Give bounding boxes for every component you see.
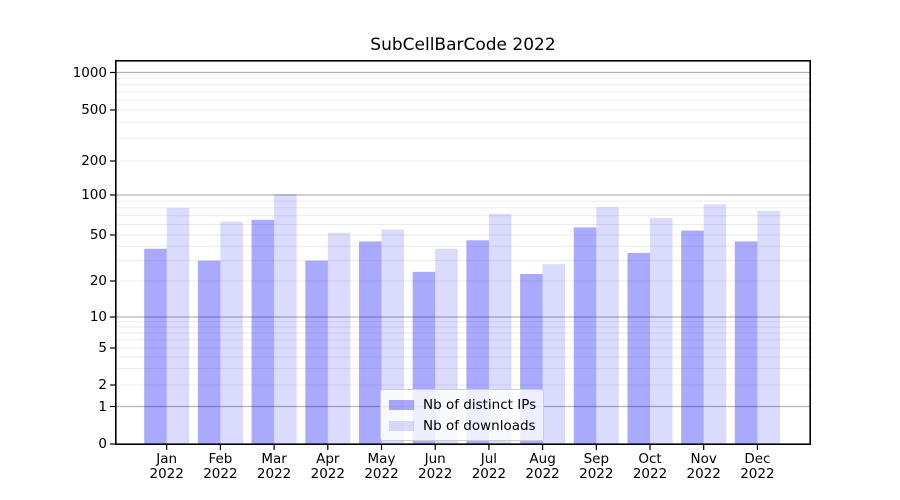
y-tick-label: 10 [89, 309, 107, 325]
bar-downloads [542, 264, 566, 444]
legend-swatch-distinct-ips [389, 399, 414, 410]
chart-title: SubCellBarCode 2022 [370, 35, 556, 55]
legend-item-downloads: Nb of downloads [389, 416, 536, 435]
x-tick-label: May 2022 [364, 451, 399, 482]
x-tick-label: Oct 2022 [632, 451, 668, 482]
bar-downloads [274, 194, 297, 444]
bar-downloads [220, 221, 243, 444]
x-tick-label: Sep 2022 [579, 451, 614, 482]
bar-distinct-ips [681, 230, 704, 444]
legend-item-distinct-ips: Nb of distinct IPs [389, 395, 537, 414]
bar-distinct-ips [251, 219, 275, 444]
legend-swatch-downloads [389, 420, 414, 431]
bar-distinct-ips [627, 252, 650, 444]
legend-label-downloads: Nb of downloads [423, 417, 536, 434]
x-tick-label: Dec 2022 [740, 451, 775, 482]
legend: Nb of distinct IPs Nb of downloads [380, 389, 544, 441]
y-tick-label: 1 [98, 398, 107, 415]
bar-distinct-ips [573, 227, 597, 444]
x-tick-label: Nov 2022 [686, 451, 721, 482]
y-tick-label: 1000 [72, 64, 107, 81]
x-tick-label: Jul 2022 [471, 451, 507, 482]
bar-distinct-ips [144, 248, 167, 444]
y-tick-label: 5 [98, 340, 107, 356]
x-tick-label: Feb 2022 [203, 451, 238, 482]
bar-downloads [488, 213, 512, 444]
bar-distinct-ips [305, 260, 328, 444]
bar-distinct-ips [197, 260, 221, 444]
bar-downloads [703, 204, 727, 444]
y-tick-label: 500 [81, 102, 107, 118]
bar-distinct-ips [734, 241, 758, 444]
y-tick-label: 100 [81, 187, 107, 203]
bar-downloads [596, 207, 619, 444]
y-tick-label: 20 [89, 273, 107, 289]
x-tick-label: Mar 2022 [256, 451, 292, 482]
legend-label-distinct-ips: Nb of distinct IPs [423, 396, 537, 413]
y-tick-label: 2 [98, 377, 107, 393]
bar-downloads [650, 218, 673, 444]
bar-downloads [757, 210, 780, 444]
plot-canvas [110, 60, 812, 450]
y-tick-label: 0 [98, 436, 107, 452]
x-tick-label: Jun 2022 [418, 451, 453, 482]
plot-border [115, 60, 812, 445]
bar-downloads [327, 232, 351, 444]
y-tick-label: 200 [81, 153, 107, 169]
bar-downloads [166, 207, 190, 444]
x-tick-label: Apr 2022 [310, 451, 345, 482]
bar-distinct-ips [359, 241, 382, 444]
y-tick-label: 50 [89, 227, 107, 243]
plot-area [110, 60, 812, 450]
x-tick-label: Aug 2022 [525, 451, 560, 482]
x-tick-label: Jan 2022 [149, 451, 184, 482]
